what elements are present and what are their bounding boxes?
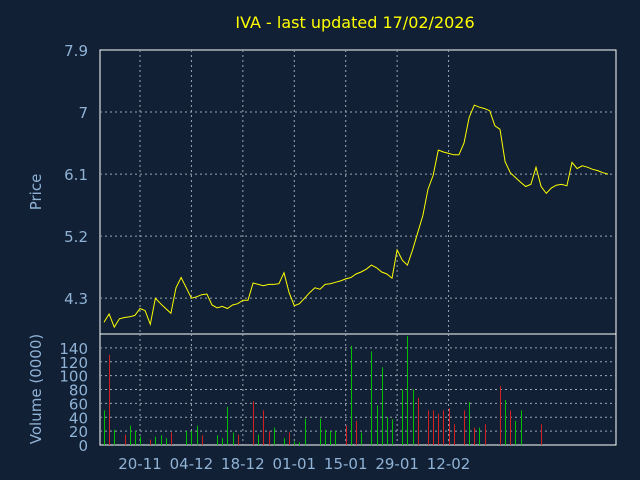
volume-tick-label: 100 — [59, 368, 88, 386]
chart-title: IVA - last updated 17/02/2026 — [235, 13, 475, 32]
date-tick-label: 04-12 — [170, 455, 214, 473]
volume-tick-label: 0 — [78, 437, 88, 455]
price-tick-label: 7 — [78, 104, 88, 122]
price-tick-label: 7.9 — [64, 42, 88, 60]
price-tick-label: 4.3 — [64, 290, 88, 308]
volume-panel-frame — [99, 333, 617, 446]
date-tick-label: 18-12 — [221, 455, 265, 473]
volume-tick-label: 40 — [69, 409, 88, 427]
price-tick-label: 6.1 — [64, 166, 88, 184]
price-line — [103, 104, 609, 329]
volume-bars — [104, 336, 542, 445]
date-tick-label: 01-01 — [272, 455, 316, 473]
date-tick-label: 12-02 — [427, 455, 471, 473]
volume-tick-label: 120 — [59, 354, 88, 372]
date-tick-label: 15-01 — [324, 455, 368, 473]
grid — [100, 50, 616, 445]
volume-tick-label: 60 — [69, 395, 88, 413]
price-series — [103, 104, 609, 329]
price-tick-label: 5.2 — [64, 228, 88, 246]
price-panel-frame — [99, 49, 617, 335]
date-tick-label: 20-11 — [118, 455, 162, 473]
volume-axis-label: Volume (0000) — [27, 334, 45, 444]
date-tick-label: 29-01 — [375, 455, 419, 473]
volume-tick-label: 140 — [59, 340, 88, 358]
volume-tick-label: 80 — [69, 382, 88, 400]
volume-tick-label: 20 — [69, 423, 88, 441]
price-axis-label: Price — [27, 174, 45, 211]
